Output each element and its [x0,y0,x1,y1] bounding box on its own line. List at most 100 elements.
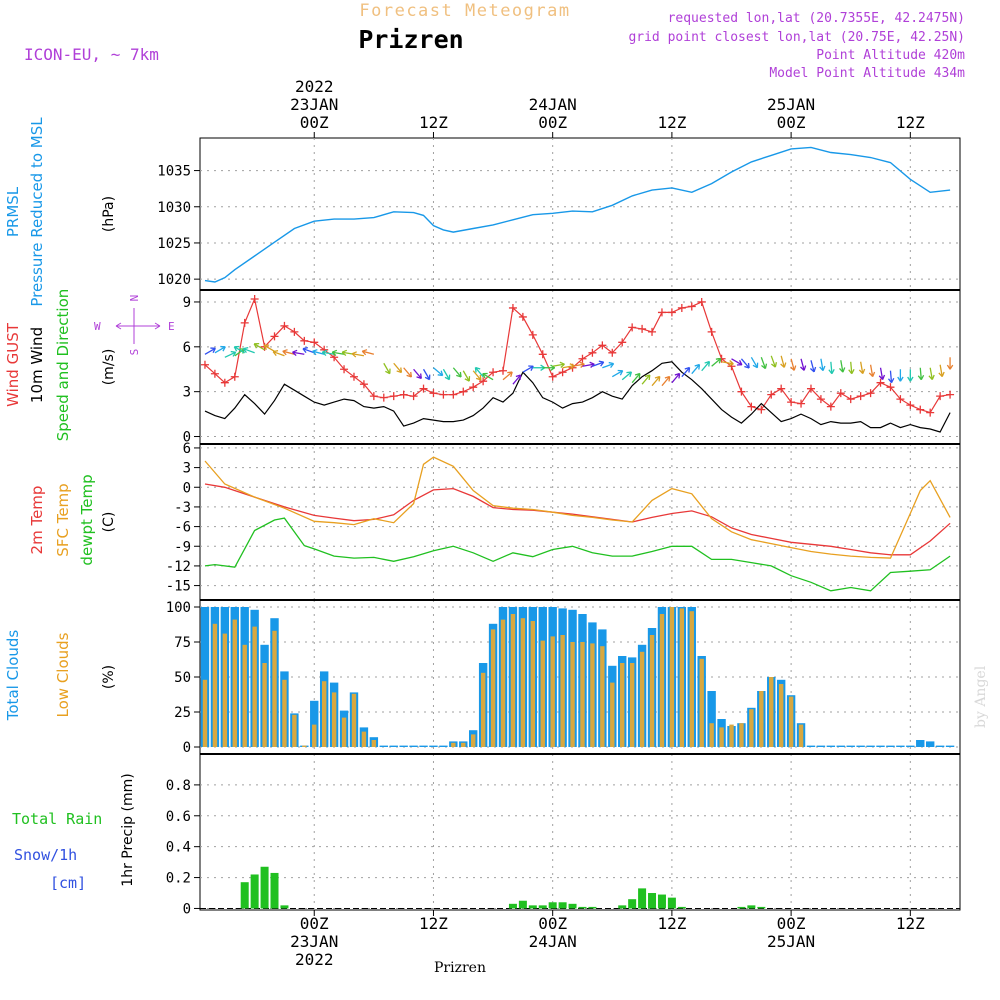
cloud-low-bar [371,740,377,747]
precip-rain-bar [558,902,567,909]
cloud-low-bar [580,642,585,747]
wind-left-label: Wind GUST [4,322,22,407]
temperature-ytick-label: 0 [183,480,191,496]
clouds-ytick-label: 25 [174,705,191,721]
clouds-ytick-label: 0 [183,740,191,756]
cloud-low-bar [649,635,655,747]
wind-arrow [422,368,431,380]
wind-arrow-head [897,376,904,382]
model-label: ICON-EU, ~ 7km [24,45,159,64]
wind-arrow [879,367,884,380]
wind-arrow-head [321,349,328,357]
cloud-low-bar [788,696,794,747]
wind-arrow-head [946,364,954,370]
top-hour-label: 12Z [419,113,448,132]
wind-arrow [512,374,522,385]
bottom-hour-label: 12Z [896,914,925,933]
wind-arrow [850,361,853,374]
precip-rain-bar [677,906,686,909]
pressure-series-pressure-reduced-to-msl [204,146,951,283]
wind-gust-marker [777,384,786,393]
wind-gust-marker [409,392,418,401]
bottom-date-label: 24JAN [529,932,577,951]
cloud-low-bar [689,611,694,747]
cloud-low-bar [729,724,734,747]
wind-arrow-head [858,368,866,375]
wind-gust-marker [747,402,756,411]
wind-arrow-head [361,349,368,356]
temperature-ytick-label: 6 [183,441,191,457]
cloud-total-bar [399,745,408,747]
wind-arrow [860,361,864,374]
wind-arrow [780,355,785,368]
cloud-total-bar [856,745,865,747]
precip-rain-bar [588,906,597,909]
wind-arrow-head [220,345,226,352]
cloud-total-bar [916,740,925,747]
cloud-low-bar [550,636,555,747]
precip-rain-bar [280,905,289,909]
wind-gust-marker [528,330,537,339]
wind-gust-marker [618,338,627,347]
wind-arrow [671,373,681,384]
cloud-low-bar [341,717,347,747]
wind-arrow [282,350,295,355]
wind-arrow-head [715,357,722,364]
wind-gust-marker [816,395,825,404]
wind-arrow [263,344,275,352]
wind-arrow [691,364,700,375]
precip-ytick-label: 0.2 [166,871,191,887]
cloud-total-bar [379,745,388,747]
cloud-low-bar [510,614,516,747]
wind-arrow-head [598,360,605,367]
wind-arrow-head [644,374,651,381]
bottom-hour-label: 00Z [300,914,329,933]
wind-arrow-head [809,366,817,373]
cloud-low-bar [669,607,675,747]
wind-arrow [919,367,922,380]
wind-arrow-head [800,365,807,371]
cloud-low-bar [570,642,575,747]
wind-gust-marker [558,368,567,377]
cloud-total-bar [935,745,945,747]
wind-gust-marker [369,392,378,401]
wind-arrow-head [550,364,556,371]
wind-gust-marker [280,321,289,330]
wind-arrow-head [464,376,471,382]
precip-rain-bar [568,903,577,909]
cloud-low-bar [590,643,595,747]
temperature-ytick-label: -3 [174,500,191,516]
wind-arrow [332,351,345,355]
cloud-low-bar [749,709,754,747]
cloud-low-bar [530,621,536,747]
cloud-low-bar [629,663,635,747]
bottom-hour-label: 12Z [419,914,448,933]
cloud-low-bar [798,724,804,747]
wind-gust-marker [419,384,428,393]
wind-arrow-head [444,374,451,381]
temperature-left-label: SFC Temp [54,483,72,556]
wind-arrow [383,362,391,374]
wind-gust-marker [876,378,885,387]
wind-arrow [929,367,933,380]
cloud-low-bar [212,623,218,747]
chart-layer: 1020 1025 1030 1035 (hPa) PRMSL Pressure Reduc… [4,95,961,969]
cloud-low-bar [471,734,476,747]
cloud-total-bar [945,745,955,747]
wind-arrow [403,367,412,378]
cloud-total-bar [429,745,438,747]
wind-arrow [224,351,236,358]
wind-arrow-head [341,349,348,357]
cloud-low-bar [312,724,317,747]
cloud-low-bar [659,614,665,747]
wind-arrow-head [839,367,846,373]
wind-left-label: Speed and Direction [54,289,72,442]
wind-arrow-head [694,363,701,370]
cloud-low-bar [500,619,506,747]
cloud-total-bar [707,691,716,747]
bottom-date-label: 25JAN [767,932,815,951]
cloud-low-bar [222,633,228,747]
top-date-label: 24JAN [529,95,577,114]
cloud-total-bar [925,741,935,747]
wind-arrow [701,361,710,372]
